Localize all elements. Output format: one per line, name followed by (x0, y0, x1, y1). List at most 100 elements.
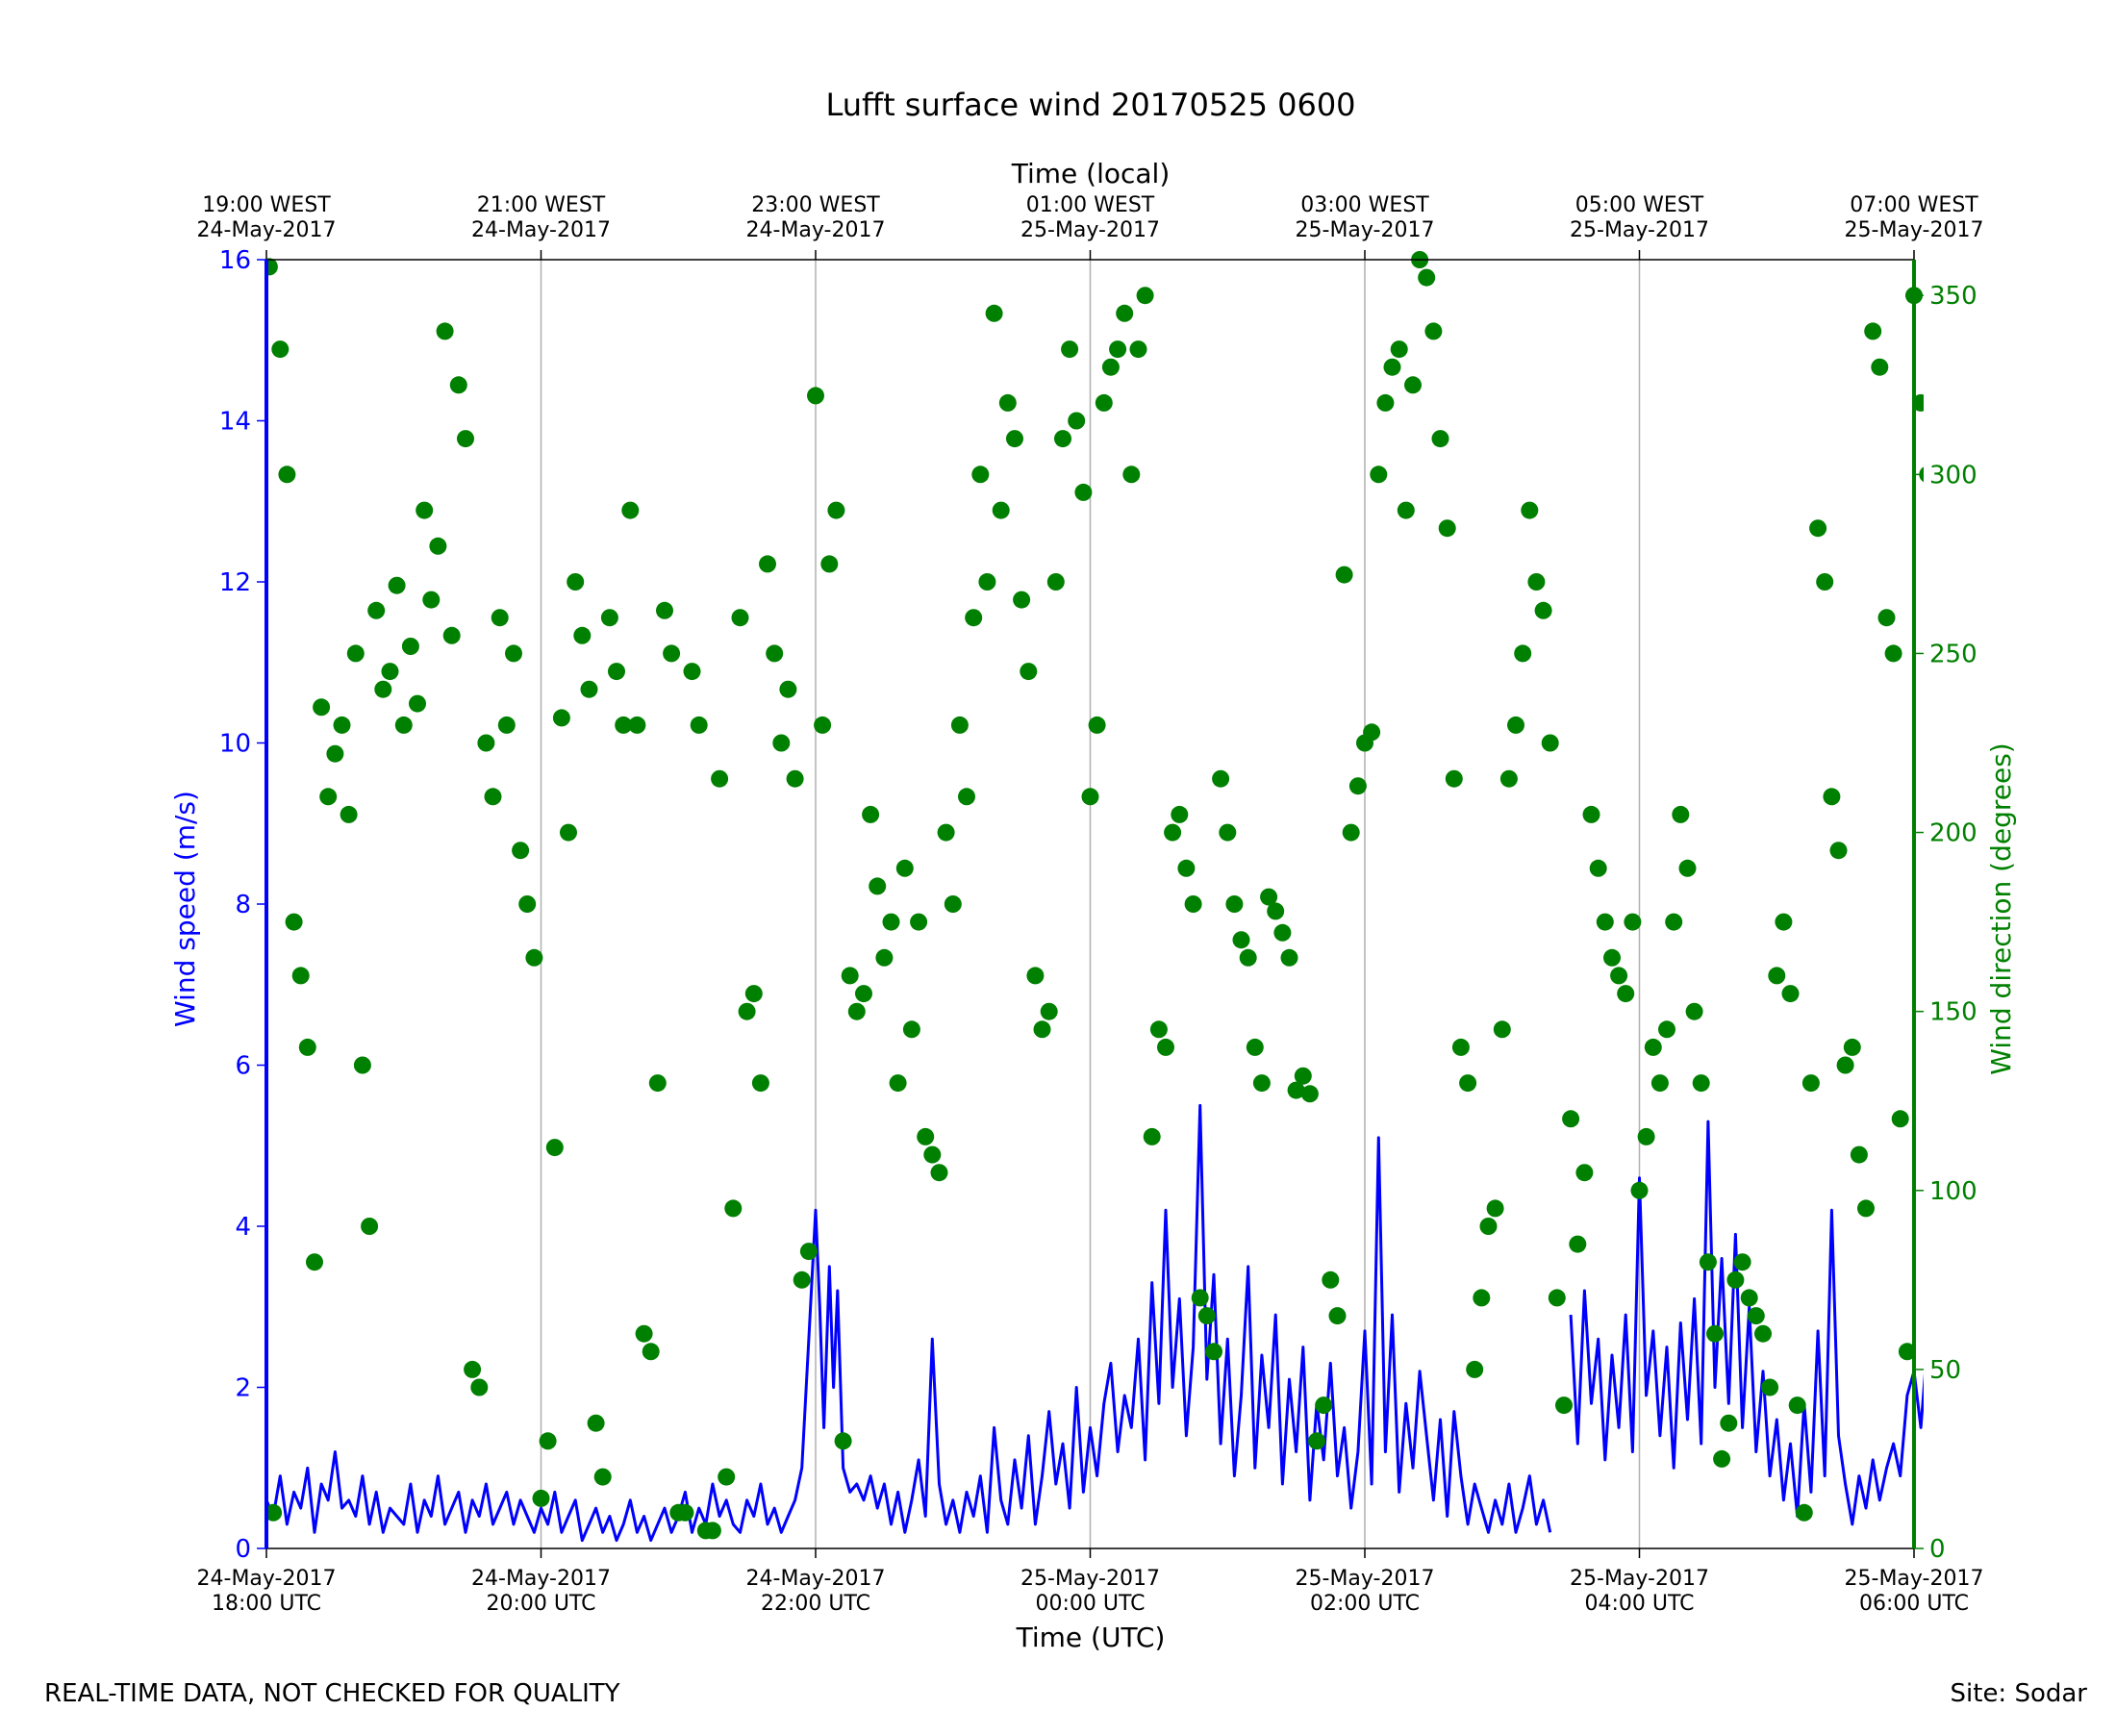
wind-direction-point (621, 501, 640, 519)
y-axis-left-label: Wind speed (m/s) (169, 791, 201, 1027)
wind-direction-point (1046, 573, 1065, 591)
wind-direction-point (1940, 895, 1957, 913)
wind-direction-point (278, 465, 296, 484)
wind-direction-point (1919, 466, 1924, 483)
wind-direction-point (1582, 805, 1600, 823)
wind-direction-point (1212, 769, 1230, 788)
y-tick-label-left: 10 (219, 730, 251, 759)
wind-direction-point (1898, 1343, 1916, 1361)
wind-direction-point (1246, 1038, 1264, 1056)
wind-direction-point (1451, 1038, 1470, 1056)
wind-direction-point (615, 716, 633, 734)
wind-direction-point (1431, 430, 1449, 448)
wind-direction-point (1603, 948, 1621, 967)
wind-direction-point (656, 601, 673, 619)
wind-direction-point (937, 823, 955, 842)
wind-direction-point (580, 680, 598, 698)
y-tick-label-left: 12 (219, 568, 251, 597)
wind-direction-point (491, 609, 509, 627)
wind-direction-point (759, 555, 776, 573)
x-tick-label-top: 25-May-2017 (1020, 218, 1160, 242)
wind-direction-point (1294, 1067, 1312, 1085)
wind-direction-point (340, 805, 358, 823)
wind-direction-point (271, 340, 290, 359)
wind-direction-point (409, 694, 426, 713)
wind-direction-point (862, 805, 880, 823)
wind-direction-point (978, 573, 996, 591)
wind-direction-point (1473, 1289, 1491, 1307)
wind-direction-point (1116, 304, 1134, 322)
wind-direction-point (902, 1020, 920, 1039)
wind-direction-point (882, 913, 900, 931)
wind-direction-point (477, 734, 495, 752)
wind-direction-point (855, 985, 872, 1003)
wind-direction-point (593, 1468, 612, 1486)
wind-direction-point (1850, 1145, 1868, 1164)
wind-direction-point (1363, 723, 1381, 742)
wind-direction-point (950, 716, 969, 734)
wind-direction-point (1390, 340, 1408, 359)
x-tick-label-top: 24-May-2017 (197, 218, 337, 242)
wind-direction-point (1225, 895, 1244, 913)
wind-direction-point (1630, 1181, 1649, 1199)
wind-direction-point (869, 877, 887, 895)
wind-direction-point (1287, 1081, 1305, 1099)
x-tick-label-top: 24-May-2017 (746, 218, 886, 242)
wind-direction-point (1074, 483, 1093, 501)
wind-direction-point (1829, 842, 1848, 860)
wind-direction-point (1726, 1271, 1745, 1289)
wind-direction-point (834, 1432, 852, 1450)
wind-direction-point (512, 842, 530, 860)
wind-direction-point (766, 644, 784, 663)
y-tick-label-right: 50 (1929, 1356, 1961, 1385)
wind-direction-point (635, 1324, 653, 1343)
wind-direction-point (1143, 1127, 1161, 1145)
wind-direction-point (683, 663, 701, 681)
y-tick-label-right: 350 (1929, 282, 1977, 311)
wind-direction-point (1569, 1235, 1587, 1253)
wind-direction-point (361, 1218, 379, 1235)
site-label: Site: Sodar (1950, 1679, 2087, 1708)
wind-direction-point (1061, 340, 1079, 359)
wind-direction-point (1101, 358, 1120, 376)
wind-direction-point (1761, 1378, 1779, 1396)
wind-direction-point (266, 1503, 283, 1522)
y-tick-label-left: 4 (235, 1213, 251, 1242)
wind-direction-point (807, 387, 824, 405)
wind-direction-point (1857, 1199, 1875, 1218)
wind-direction-point (1068, 412, 1086, 430)
wind-direction-point (1555, 1396, 1573, 1415)
wind-direction-point (1823, 788, 1841, 806)
wind-direction-point (814, 716, 832, 734)
x-tick-label-top: 01:00 WEST (1026, 193, 1155, 217)
wind-direction-point (532, 1489, 550, 1507)
wind-direction-point (944, 895, 962, 913)
wind-direction-point (1088, 716, 1106, 734)
wind-direction-point (1754, 1324, 1772, 1343)
wind-direction-point (1658, 1020, 1675, 1039)
wind-direction-point (724, 1199, 743, 1218)
wind-direction-point (1459, 1074, 1477, 1093)
wind-direction-point (690, 716, 708, 734)
wind-direction-point (1575, 1164, 1594, 1182)
wind-direction-point (552, 709, 570, 727)
wind-direction-point (1981, 1325, 1999, 1343)
wind-direction-point (1020, 663, 1038, 681)
wind-direction-point (1342, 823, 1360, 842)
wind-direction-point (401, 638, 419, 655)
y-tick-label-left: 0 (235, 1535, 251, 1564)
wind-direction-point (1122, 465, 1141, 484)
wind-direction-point (847, 1002, 866, 1020)
wind-direction-point (1348, 777, 1367, 795)
wind-direction-point (628, 716, 646, 734)
wind-direction-point (910, 913, 928, 931)
x-tick-label-bottom: 25-May-2017 (1845, 1567, 1984, 1591)
x-tick-label-bottom: 22:00 UTC (761, 1592, 870, 1616)
wind-direction-point (422, 591, 441, 609)
x-tick-label-top: 03:00 WEST (1300, 193, 1429, 217)
y-tick-label-left: 6 (235, 1052, 251, 1081)
wind-direction-point (992, 501, 1010, 519)
wind-direction-point (1157, 1038, 1174, 1056)
wind-direction-point (642, 1343, 660, 1361)
